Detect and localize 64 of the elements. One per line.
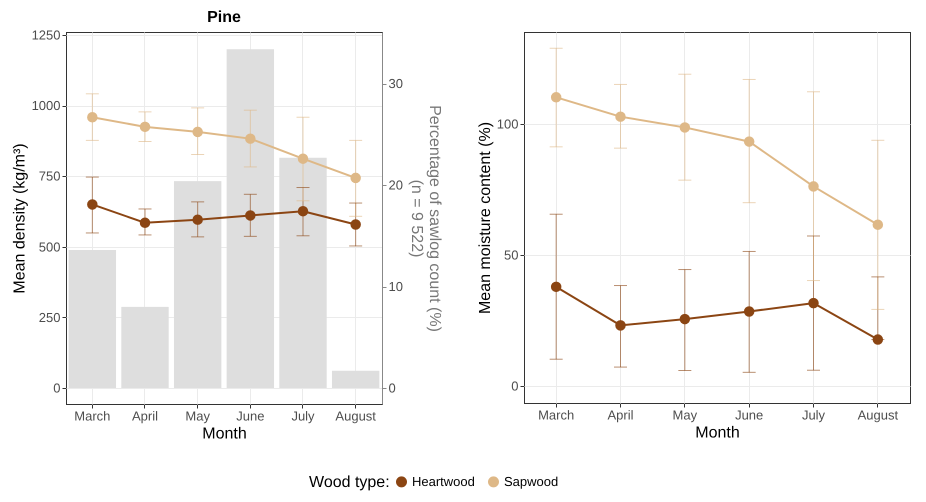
point [140,218,150,228]
y-tick-label: 750 [38,168,60,184]
x-tick-label: May [672,408,698,422]
x-tick-label: August [335,408,376,424]
point [744,306,754,317]
y2-tick-label: 10 [388,279,403,294]
y2-tick-label: 20 [388,178,403,193]
point [192,214,203,225]
bar [332,370,380,388]
point [350,172,361,184]
point [245,210,256,221]
x-tick-label: August [858,408,898,422]
x-axis-title: Month [202,426,247,442]
y-tick-label: 1000 [32,98,60,114]
point [808,181,819,192]
point [872,219,884,230]
y-tick-label: 500 [38,239,60,254]
point [872,334,884,345]
y-tick-label: 0 [511,378,518,394]
bar [121,306,169,388]
point [245,133,256,144]
legend-label: Heartwood [412,474,475,489]
x-tick-label: May [185,408,210,424]
point [298,206,308,216]
point [140,122,150,132]
point [808,298,819,308]
y2-tick-label: 30 [388,76,403,92]
point [680,314,690,324]
bar [279,158,327,388]
x-tick-label: April [607,408,634,422]
y2-axis-title: Percentage of sawlog count (%) (n = 9 522) [408,105,443,332]
y2-tick-label: 0 [388,380,396,396]
y-tick-label: 100 [496,116,518,132]
point [87,199,98,210]
point [744,136,754,147]
x-tick-label: March [74,408,110,424]
bar [174,181,222,388]
x-tick-label: June [735,408,764,422]
point [615,111,626,122]
chart-title: Pine [207,9,241,26]
point [350,219,361,230]
point [680,122,690,133]
y-tick-label: 0 [53,380,60,396]
point [192,126,203,138]
x-tick-label: April [132,408,158,424]
x-tick-label: July [802,408,826,422]
y-tick-label: 50 [504,248,518,263]
legend-title: Wood type: [309,474,390,491]
bar [68,250,116,388]
y-tick-label: 250 [38,310,60,325]
y-axis-title: Mean density (kg/m³) [12,143,29,294]
x-axis-title: Month [695,424,740,442]
x-tick-label: June [236,408,264,424]
point [87,112,98,122]
y-tick-label: 1250 [32,28,60,43]
point [550,282,562,292]
legend-label: Sapwood [504,474,558,489]
x-tick-label: March [538,408,574,422]
point [615,320,626,331]
point [550,92,562,103]
x-tick-label: July [291,408,316,424]
bar [226,49,274,388]
y-axis-title: Mean moisture content (%) [476,122,494,314]
point [298,153,308,164]
